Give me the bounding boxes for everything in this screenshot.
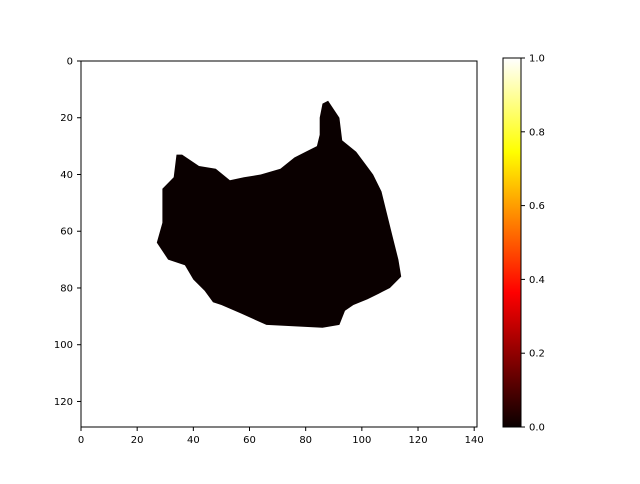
x-tick-label: 120 (408, 435, 427, 446)
colorbar-tick-label: 1.0 (529, 54, 545, 65)
colorbar-tick-label: 0.2 (529, 349, 545, 360)
colorbar-axis: 0.0 0.2 0.4 0.6 0.8 1.0 (521, 54, 545, 434)
colorbar (502, 57, 522, 428)
x-tick-label: 20 (131, 435, 144, 446)
y-axis: 0 20 40 60 80 100 120 (54, 57, 81, 408)
x-tick-label: 0 (78, 435, 84, 446)
x-tick-label: 80 (299, 435, 312, 446)
colorbar-tick-label: 0.6 (529, 201, 545, 212)
y-tick-label: 100 (54, 340, 73, 351)
x-tick-label: 40 (187, 435, 200, 446)
y-tick-label: 0 (67, 57, 73, 68)
y-tick-label: 120 (54, 397, 73, 408)
dark-region (156, 100, 402, 328)
colorbar-tick-label: 0.0 (529, 423, 545, 434)
y-tick-label: 40 (60, 170, 73, 181)
plot-frame (80, 60, 478, 428)
x-tick-label: 60 (243, 435, 256, 446)
x-tick-label: 140 (465, 435, 484, 446)
y-tick-label: 80 (60, 283, 73, 294)
colorbar-tick-label: 0.4 (529, 275, 545, 286)
x-tick-label: 100 (352, 435, 371, 446)
y-tick-label: 60 (60, 227, 73, 238)
x-axis: 0 20 40 60 80 100 120 140 (78, 427, 484, 446)
y-tick-label: 20 (60, 113, 73, 124)
colorbar-tick-label: 0.8 (529, 127, 545, 138)
